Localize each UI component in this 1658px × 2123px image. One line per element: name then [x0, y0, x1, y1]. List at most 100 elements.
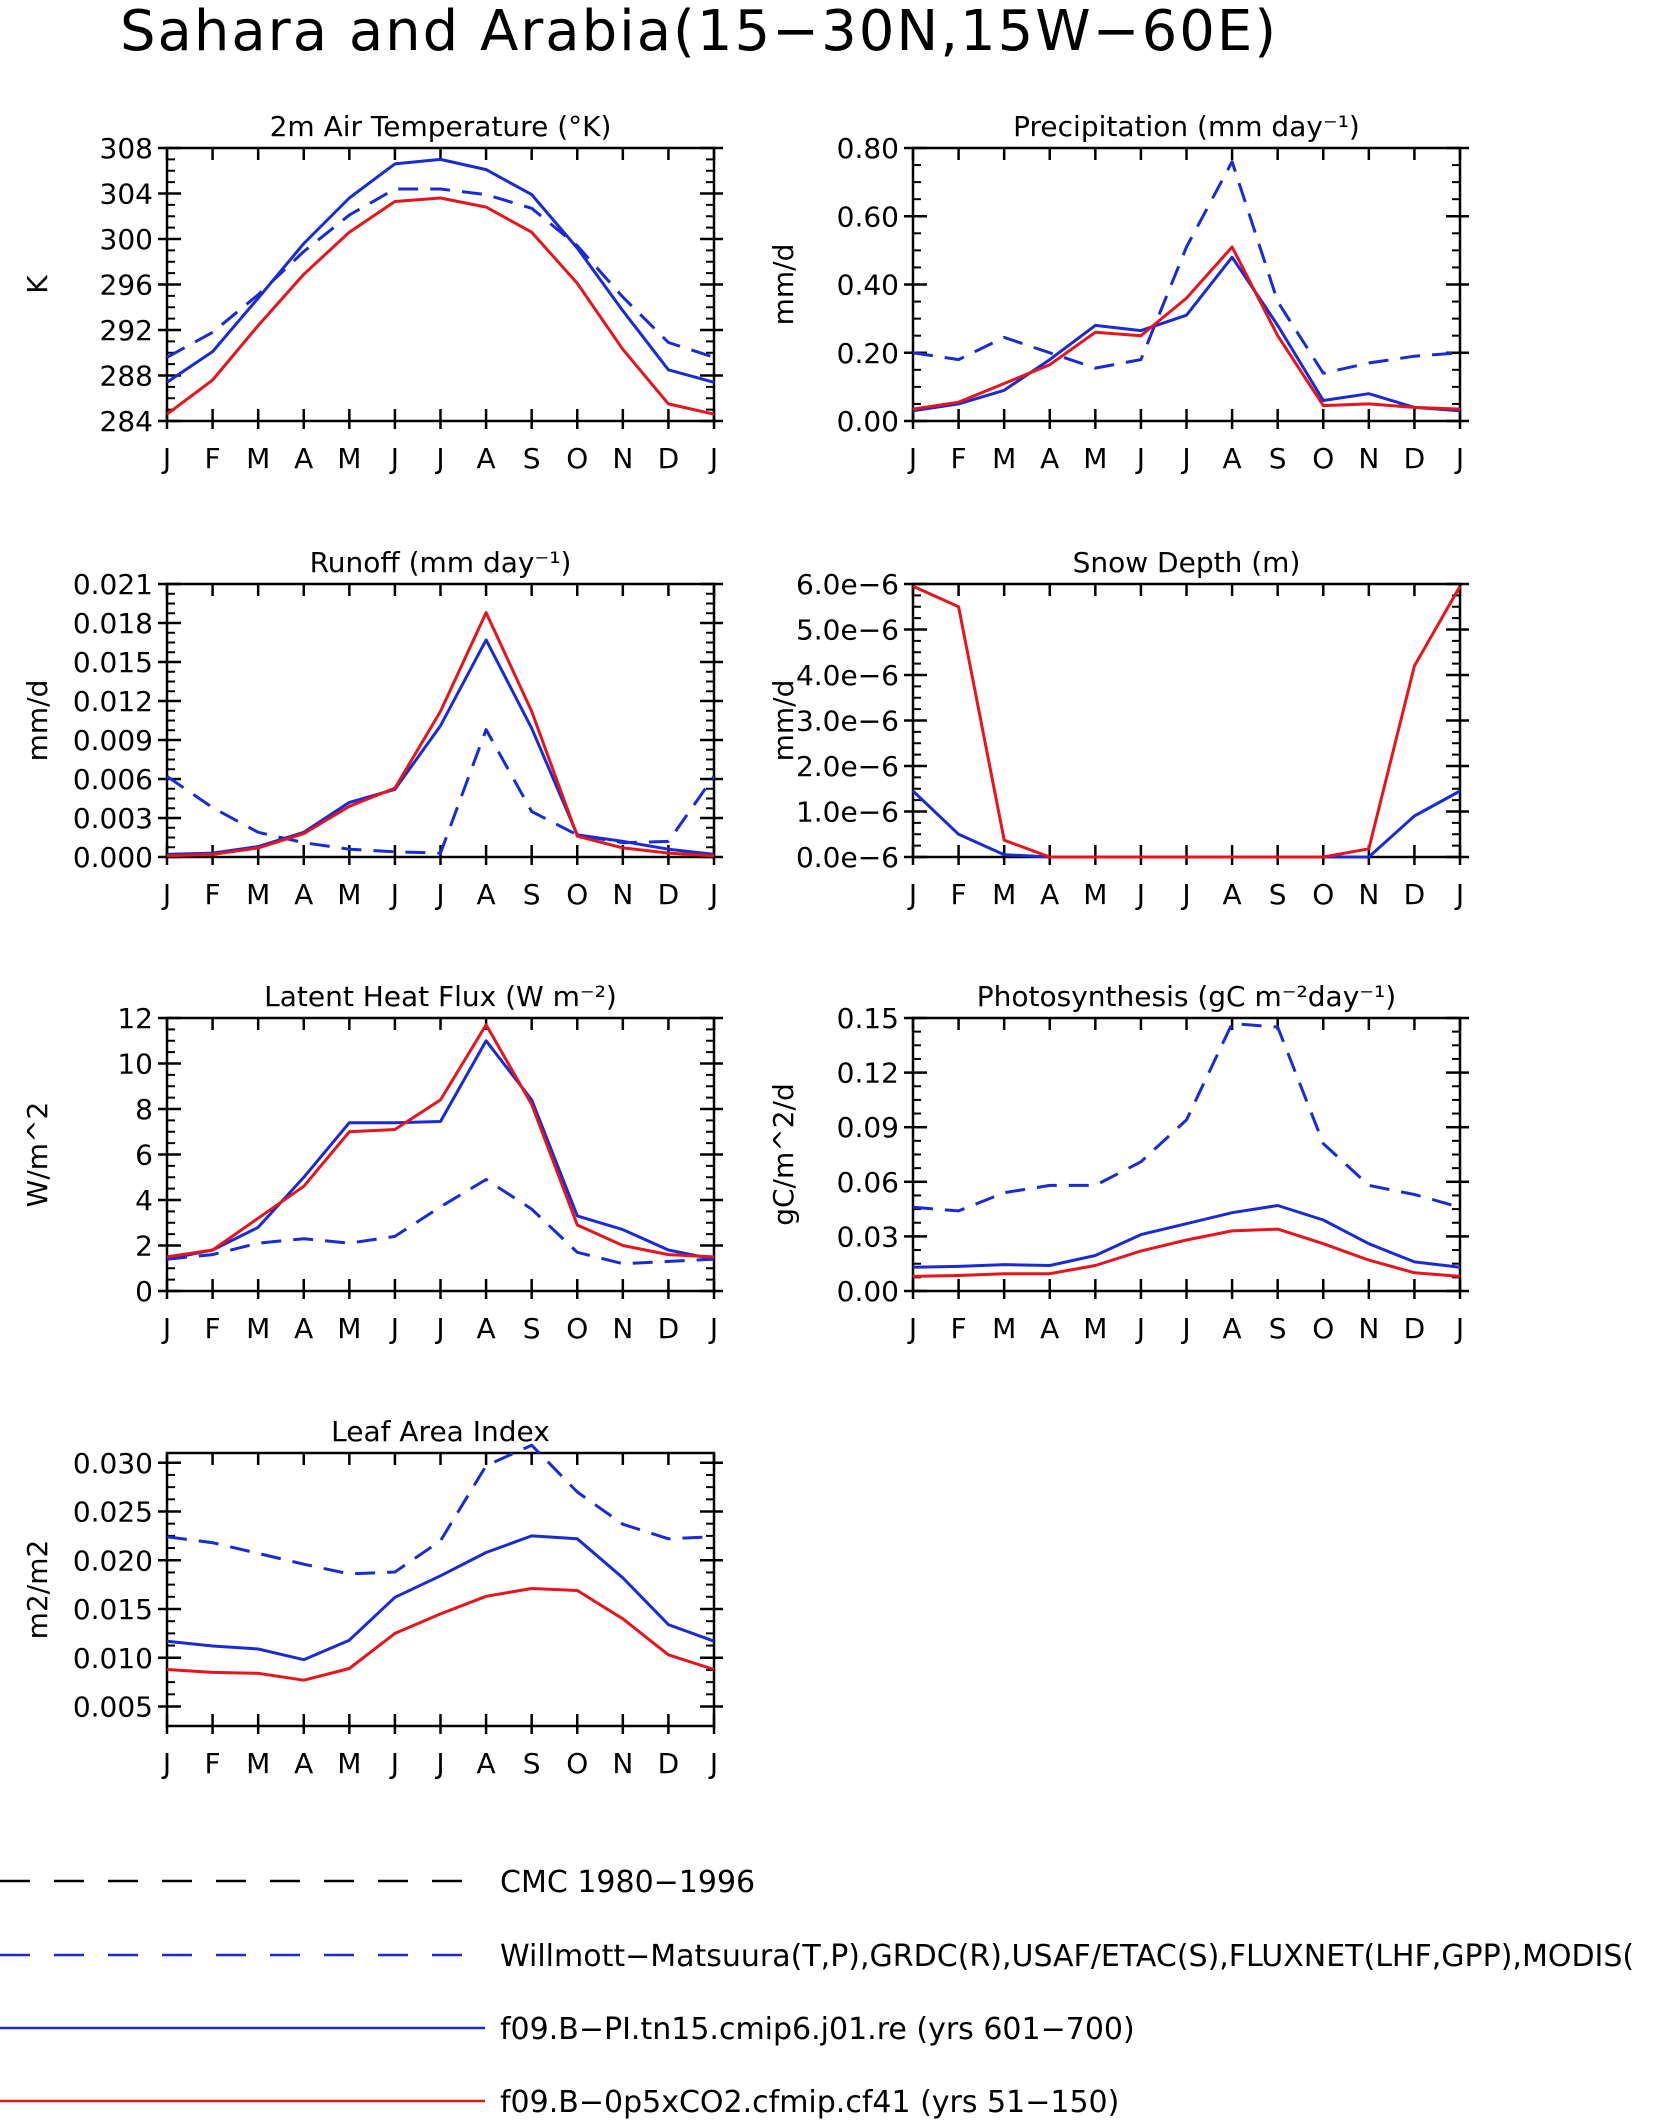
x-tick-label: F: [205, 878, 221, 911]
plot-frame: [165, 1016, 716, 1293]
y-tick-label: 0.0e−6: [796, 841, 899, 874]
x-tick-label: J: [161, 442, 171, 475]
x-tick-label: M: [992, 1312, 1016, 1345]
x-tick-label: M: [246, 1747, 270, 1780]
series-line-exp: [912, 584, 1462, 859]
x-tick-label: J: [708, 442, 718, 475]
x-tick-label: J: [708, 878, 718, 911]
x-tick-label: A: [294, 442, 313, 475]
y-tick-label: 5.0e−6: [796, 614, 899, 647]
x-tick-label: J: [389, 442, 399, 475]
x-tick-label: N: [1358, 1312, 1379, 1345]
x-tick-label: F: [951, 1312, 967, 1345]
y-tick-label: 0.003: [73, 802, 153, 835]
series-line-exp: [166, 196, 715, 416]
y-tick-label: 0.012: [73, 685, 153, 718]
x-tick-label: D: [658, 1747, 680, 1780]
y-tick-label: 0.12: [837, 1057, 899, 1090]
y-tick-label: 0.010: [73, 1642, 153, 1675]
panel-title: Leaf Area Index: [331, 1415, 550, 1448]
x-tick-label: J: [907, 442, 917, 475]
series-line-obs: [912, 1022, 1461, 1213]
x-tick-label: S: [1269, 1312, 1287, 1345]
y-tick-label: 300: [100, 223, 153, 256]
panel-1: Precipitation (mm day⁻¹) mm/d 0.00 0.20 0.40…: [767, 110, 1469, 475]
x-tick-label: N: [612, 878, 633, 911]
panel-title: Photosynthesis (gC m⁻²day⁻¹): [977, 980, 1396, 1013]
x-tick-label: N: [612, 442, 633, 475]
x-tick-label: J: [434, 1312, 444, 1345]
x-tick-label: N: [1358, 442, 1379, 475]
x-tick-label: O: [1312, 1312, 1334, 1345]
y-tick-label: 0.021: [73, 568, 153, 601]
x-tick-label: S: [523, 442, 541, 475]
y-tick-label: 0.005: [73, 1691, 153, 1724]
series-line-exp: [166, 1587, 715, 1682]
x-tick-label: S: [523, 878, 541, 911]
x-tick-label: A: [294, 878, 313, 911]
y-tick-label: 0: [135, 1275, 153, 1308]
x-tick-label: M: [992, 878, 1016, 911]
x-tick-label: J: [161, 1747, 171, 1780]
series-line-ctrl: [166, 638, 715, 856]
x-tick-label: A: [1040, 878, 1059, 911]
series-line-obs: [166, 1178, 715, 1266]
y-tick-label: 3.0e−6: [796, 705, 899, 738]
y-tick-label: 0.000: [73, 841, 153, 874]
series-line-exp: [166, 611, 715, 858]
x-tick-label: A: [1223, 1312, 1242, 1345]
x-tick-label: M: [337, 1747, 361, 1780]
panel-5: Photosynthesis (gC m⁻²day⁻¹) gC/m^2/d 0.00…: [767, 980, 1469, 1345]
x-tick-label: J: [1180, 1312, 1190, 1345]
x-tick-label: F: [951, 442, 967, 475]
x-tick-label: J: [434, 878, 444, 911]
x-tick-label: A: [1040, 442, 1059, 475]
legend-label: f09.B−0p5xCO2.cfmip.cf41 (yrs 51−150): [500, 2085, 1119, 2120]
x-tick-label: F: [205, 442, 221, 475]
panel-title: Runoff (mm day⁻¹): [310, 546, 572, 579]
y-tick-label: 0.030: [73, 1447, 153, 1480]
y-tick-label: 0.006: [73, 763, 153, 796]
x-tick-label: O: [1312, 878, 1334, 911]
x-tick-label: D: [658, 878, 680, 911]
x-tick-label: A: [1223, 878, 1242, 911]
series-line-exp: [912, 245, 1461, 411]
series-line-obs: [166, 728, 716, 855]
y-tick-label: 0.020: [73, 1544, 153, 1577]
x-tick-label: F: [205, 1747, 221, 1780]
series-line-exp: [166, 1023, 715, 1259]
y-axis-label: mm/d: [767, 244, 800, 326]
panel-title: 2m Air Temperature (°K): [270, 110, 612, 143]
y-axis-label: K: [21, 275, 54, 294]
plot-frame: [911, 1016, 1462, 1293]
series-line-obs: [166, 1443, 715, 1576]
y-tick-label: 296: [100, 269, 153, 302]
y-tick-label: 0.03: [837, 1220, 899, 1253]
x-tick-label: A: [1223, 442, 1242, 475]
y-tick-label: 0.015: [73, 1593, 153, 1626]
x-tick-label: A: [1040, 1312, 1059, 1345]
panel-4: Latent Heat Flux (W m⁻²) W/m^2 0 2 4 6 8 10 12 J F…: [21, 980, 723, 1345]
x-tick-label: J: [1180, 878, 1190, 911]
y-tick-label: 1.0e−6: [796, 796, 899, 829]
x-tick-label: D: [1404, 442, 1426, 475]
plot-frame: [911, 146, 1462, 423]
x-tick-label: A: [477, 442, 496, 475]
x-tick-label: S: [523, 1312, 541, 1345]
x-tick-label: J: [1135, 1312, 1145, 1345]
panel-6: Leaf Area Index m2/m2 0.005 0.010 0.015 0.020…: [21, 1415, 723, 1780]
x-tick-label: F: [205, 1312, 221, 1345]
y-tick-label: 0.00: [837, 1275, 899, 1308]
y-tick-label: 0.06: [837, 1166, 899, 1199]
y-tick-label: 0.018: [73, 607, 153, 640]
y-tick-label: 0.80: [837, 132, 899, 165]
y-tick-label: 12: [117, 1002, 153, 1035]
x-tick-label: J: [389, 1747, 399, 1780]
y-tick-label: 6.0e−6: [796, 568, 899, 601]
x-tick-label: M: [246, 442, 270, 475]
x-tick-label: D: [658, 1312, 680, 1345]
legend: CMC 1980−1996 Willmott−Matsuura(T,P),GRDC…: [0, 1865, 1634, 2120]
x-tick-label: J: [389, 878, 399, 911]
x-tick-label: S: [1269, 878, 1287, 911]
x-tick-label: J: [389, 1312, 399, 1345]
